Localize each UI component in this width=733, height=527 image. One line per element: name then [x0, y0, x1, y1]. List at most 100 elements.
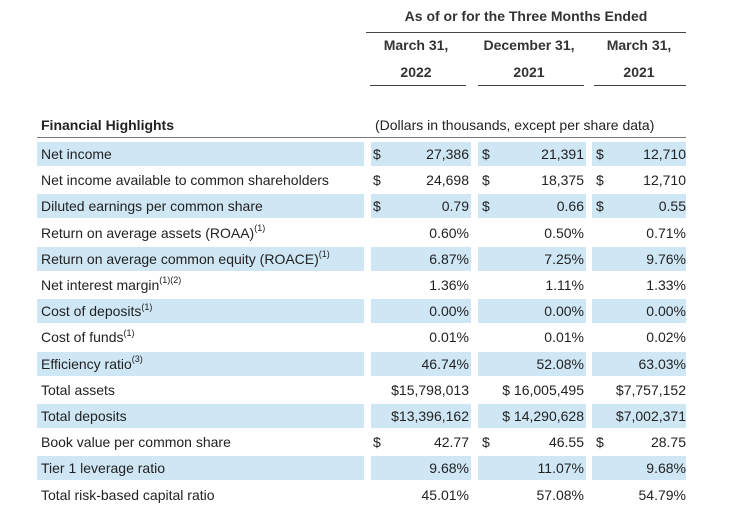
- value-cell: 9.76%: [646, 250, 686, 267]
- col-3-year: 2021: [623, 64, 655, 80]
- row-label-text: Return on average assets (ROAA): [41, 224, 255, 241]
- value-cell: 1.33%: [646, 277, 686, 293]
- row-label-text: Net income: [41, 146, 112, 162]
- row-shade: [37, 142, 364, 166]
- row-label-text: Cost of funds: [41, 329, 124, 346]
- row-label-text: Efficiency ratio: [41, 355, 132, 372]
- value-cell: 63.03%: [638, 355, 686, 372]
- value-cell: 0.55: [658, 198, 686, 215]
- row-shade: [37, 246, 364, 271]
- currency-symbol: $: [373, 172, 381, 189]
- row-label: Total assets: [41, 377, 115, 403]
- row-shade: [478, 351, 586, 376]
- row-label: Return on average common equity (ROACE)(…: [41, 246, 330, 272]
- period-title-underline: [366, 32, 686, 33]
- table-row: Total assets $15,798,013 $ 16,005,495 $7,75…: [37, 377, 686, 403]
- currency-symbol: $: [373, 198, 381, 215]
- footnote-marker: (1)(2): [159, 275, 182, 286]
- value-cell: 0.71%: [646, 224, 686, 241]
- table-row: Net income available to common sharehold…: [37, 167, 686, 193]
- row-shade: [592, 246, 686, 271]
- row-shade: [371, 456, 471, 481]
- row-shade: [371, 351, 471, 376]
- value-cell: 52.08%: [536, 355, 584, 372]
- row-label: Return on average assets (ROAA)(1): [41, 220, 265, 246]
- row-shade: [592, 456, 686, 481]
- table-row: Net interest margin(1)(2) 1.36% 1.11% 1.33%: [37, 272, 686, 298]
- value-cell: 42.77: [433, 434, 469, 451]
- value-cell: 11.07%: [537, 460, 584, 477]
- row-label: Total risk-based capital ratio: [41, 482, 215, 508]
- row-label-text: Return on average common equity (ROACE): [41, 250, 319, 267]
- col-1-underline: [370, 85, 466, 86]
- row-shade: [478, 404, 586, 428]
- currency-symbol: $: [482, 434, 490, 451]
- row-label-text: Cost of deposits: [41, 303, 142, 320]
- currency-symbol: $: [482, 146, 490, 162]
- row-label-text: Tier 1 leverage ratio: [41, 460, 165, 477]
- row-shade: [37, 456, 364, 481]
- col-3-month: March 31,: [606, 37, 672, 53]
- currency-symbol: $: [596, 198, 604, 215]
- row-label: Cost of deposits(1): [41, 298, 152, 324]
- currency-symbol: $: [482, 198, 490, 215]
- value-cell: $7,002,371: [615, 408, 686, 424]
- value-cell: $7,757,152: [615, 381, 686, 398]
- table-row: Return on average common equity (ROACE)(…: [37, 246, 686, 272]
- footnote-marker: (1): [318, 249, 330, 260]
- value-cell: 54.79%: [638, 486, 686, 503]
- row-shade: [478, 456, 586, 481]
- footnote-marker: (1): [254, 222, 266, 233]
- table-row: Cost of funds(1) 0.01% 0.01% 0.02%: [37, 324, 686, 350]
- row-label: Diluted earnings per common share: [41, 193, 263, 219]
- row-label: Total deposits: [41, 403, 127, 429]
- row-shade: [592, 142, 686, 166]
- footnote-marker: (3): [131, 353, 143, 364]
- table-row: Cost of deposits(1) 0.00% 0.00% 0.00%: [37, 298, 686, 324]
- col-3-underline: [594, 85, 686, 86]
- row-shade: [592, 351, 686, 376]
- value-cell: 0.01%: [544, 329, 584, 346]
- value-cell: 46.74%: [421, 355, 469, 372]
- value-cell: 18,375: [541, 172, 584, 189]
- value-cell: 24,698: [426, 172, 469, 189]
- value-cell: 12,710: [643, 172, 686, 189]
- table-row: Book value per common share $42.77 $46.55 $…: [37, 429, 686, 455]
- row-shade: [37, 351, 364, 376]
- row-label: Tier 1 leverage ratio: [41, 455, 165, 481]
- row-label: Net income available to common sharehold…: [41, 167, 329, 193]
- table-row: Diluted earnings per common share $0.79 $0…: [37, 193, 686, 219]
- value-cell: 45.01%: [421, 486, 469, 503]
- footnote-marker: (1): [141, 301, 153, 312]
- value-cell: 27,386: [426, 146, 469, 162]
- row-shade: [371, 404, 471, 428]
- footnote-marker: (1): [123, 327, 135, 338]
- row-shade: [371, 194, 471, 219]
- value-cell: 21,391: [541, 146, 584, 162]
- value-cell: 6.87%: [429, 250, 469, 267]
- value-cell: $ 14,290,628: [502, 408, 584, 424]
- value-cell: 57.08%: [536, 486, 584, 503]
- value-cell: 0.02%: [646, 329, 686, 346]
- row-label-text: Book value per common share: [41, 434, 231, 451]
- value-cell: $15,798,013: [391, 381, 469, 398]
- row-label-text: Diluted earnings per common share: [41, 198, 263, 215]
- row-label-text: Net income available to common sharehold…: [41, 172, 329, 189]
- value-cell: 0.00%: [544, 303, 584, 320]
- value-cell: 46.55: [548, 434, 584, 451]
- table-row: Return on average assets (ROAA)(1) 0.60% 0…: [37, 220, 686, 246]
- value-cell: 0.66: [556, 198, 584, 215]
- col-1-month: March 31,: [383, 37, 449, 53]
- table-row: Efficiency ratio(3) 46.74% 52.08% 63.03%: [37, 351, 686, 377]
- currency-symbol: $: [373, 434, 381, 451]
- table-row: Total risk-based capital ratio 45.01% 57.0…: [37, 482, 686, 508]
- value-cell: 1.36%: [429, 277, 469, 293]
- value-cell: $13,396,162: [391, 408, 469, 424]
- col-2-month: December 31,: [483, 37, 575, 53]
- row-label-text: Total risk-based capital ratio: [41, 486, 215, 503]
- currency-symbol: $: [596, 172, 604, 189]
- row-shade: [371, 246, 471, 271]
- currency-symbol: $: [596, 434, 604, 451]
- row-label: Net income: [41, 141, 112, 167]
- row-shade: [371, 142, 471, 166]
